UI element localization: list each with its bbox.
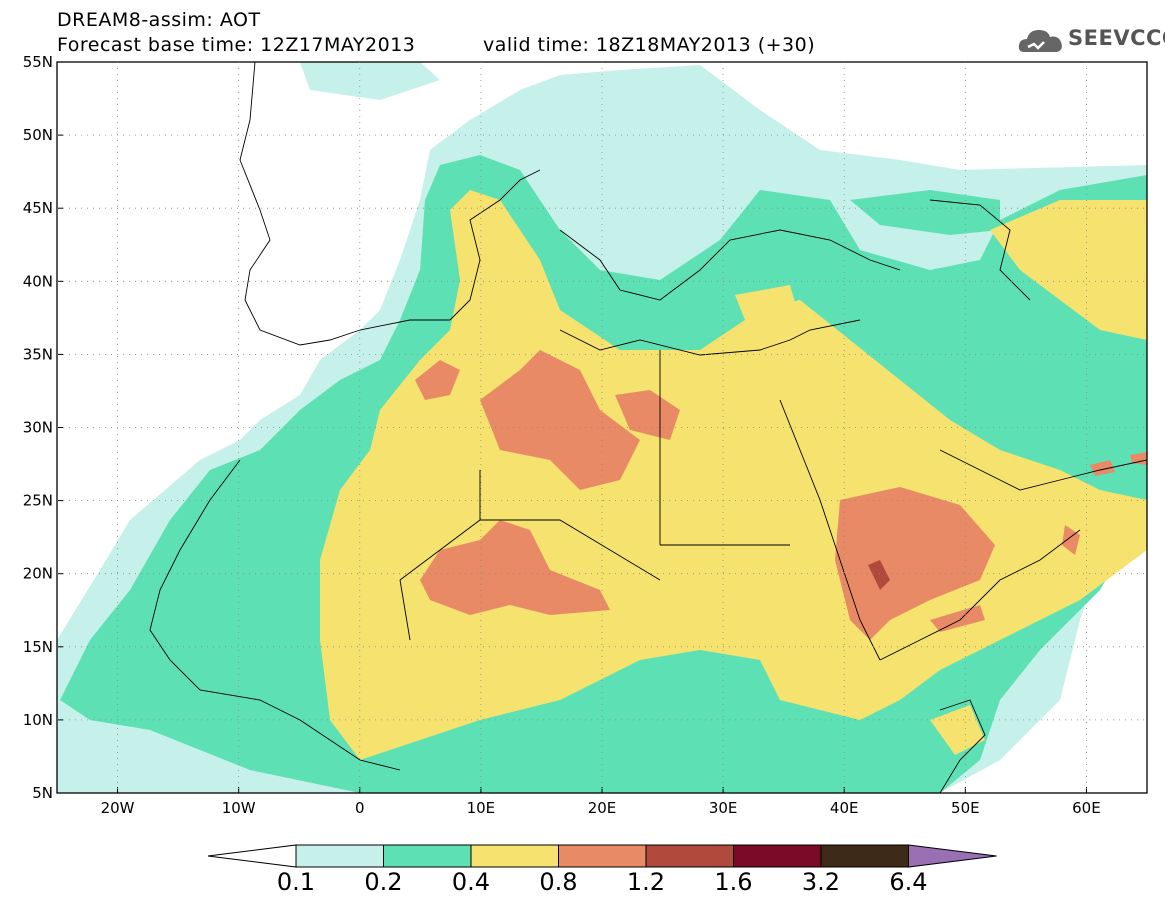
- lon-label: 40E: [830, 799, 859, 817]
- colorbar-swatch: [820, 844, 909, 868]
- valid-time: valid time: 18Z18MAY2013 (+30): [483, 34, 816, 56]
- lat-label: 20N: [23, 565, 53, 583]
- seevccc-logo: SEEVCCC: [1016, 22, 1165, 58]
- colorbar-swatch: [383, 844, 472, 868]
- lat-label: 25N: [23, 492, 53, 510]
- lat-label: 30N: [23, 419, 53, 437]
- colorbar-label: 0.1: [277, 868, 315, 896]
- colorbar-over-arrow: [908, 844, 997, 868]
- colorbar-label: 0.8: [539, 868, 577, 896]
- colorbar-label: 0.4: [452, 868, 490, 896]
- colorbar-swatch: [470, 844, 559, 868]
- lat-label: 40N: [23, 272, 53, 290]
- colorbar-label: 1.6: [714, 868, 752, 896]
- lon-label: 30E: [709, 799, 738, 817]
- colorbar-swatch: [295, 844, 384, 868]
- lat-label: 50N: [23, 126, 53, 144]
- coastlines: [149, 62, 1147, 793]
- colorbar-label: 0.2: [364, 868, 402, 896]
- lon-label: 10W: [222, 799, 256, 817]
- lat-label: 35N: [23, 345, 53, 363]
- map-title: DREAM8-assim: AOT: [57, 9, 261, 31]
- colorbar-label: 3.2: [802, 868, 840, 896]
- lon-label: 0: [355, 799, 365, 817]
- aot-band-1.2: [868, 560, 890, 590]
- colorbar-under-arrow: [207, 844, 297, 868]
- colorbar-label: 1.2: [627, 868, 665, 896]
- aot-band-0.8: [480, 350, 640, 490]
- lat-label: 45N: [23, 199, 53, 217]
- forecast-base-time: Forecast base time: 12Z17MAY2013: [57, 34, 416, 56]
- lat-label: 55N: [23, 53, 53, 71]
- colorbar-label: 6.4: [889, 868, 927, 896]
- cloud-icon: [1018, 30, 1062, 52]
- colorbar: 0.1 0.2 0.4 0.8 1.2 1.6 3.2 6.4: [207, 844, 997, 896]
- longitude-ticks: 20W 10W 0 10E 20E 30E 40E 50E 60E: [101, 62, 1101, 817]
- lat-label: 5N: [32, 784, 53, 802]
- colorbar-swatch: [558, 844, 647, 868]
- lat-label: 15N: [23, 638, 53, 656]
- lon-label: 10E: [467, 799, 496, 817]
- lon-label: 20W: [101, 799, 135, 817]
- latitude-ticks: 55N 50N 45N 40N 35N 30N 25N 20N 15N 10N 5N: [23, 53, 1147, 802]
- aot-field: [57, 62, 1147, 793]
- logo-text: SEEVCCC: [1068, 26, 1165, 50]
- colorbar-swatch: [645, 844, 734, 868]
- lat-label: 10N: [23, 711, 53, 729]
- colorbar-swatch: [733, 844, 822, 868]
- lon-label: 20E: [588, 799, 617, 817]
- lon-label: 60E: [1072, 799, 1101, 817]
- lon-label: 50E: [951, 799, 980, 817]
